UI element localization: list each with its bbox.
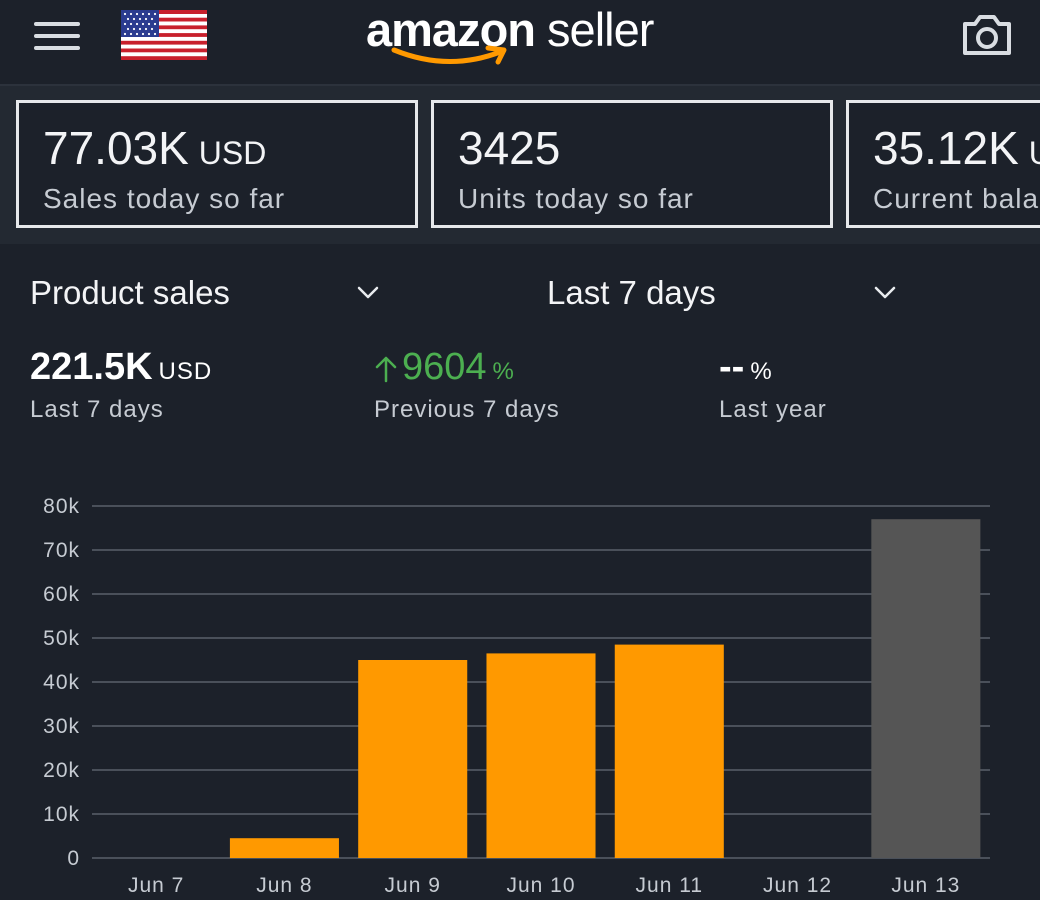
bar-jun-9 xyxy=(358,660,468,858)
x-tick-label: Jun 9 xyxy=(385,874,441,897)
y-tick-label: 10k xyxy=(43,803,80,826)
kpi-value: 35.12K xyxy=(873,122,1019,174)
stat-last-7-days: 221.5K USD Last 7 days xyxy=(30,342,350,432)
y-tick-label: 0 xyxy=(67,847,80,870)
chevron-down-icon xyxy=(357,286,379,299)
date-range-dropdown-label: Last 7 days xyxy=(547,274,716,311)
kpi-value: 3425 xyxy=(458,122,561,174)
x-tick-label: Jun 10 xyxy=(506,874,575,897)
x-tick-label: Jun 7 xyxy=(128,874,184,897)
amazon-smile-icon xyxy=(391,45,507,65)
kpi-unit: USD xyxy=(198,135,267,171)
stat-unit: % xyxy=(492,358,515,385)
brand-name-bold: amazon xyxy=(366,3,536,56)
kpi-unit: USD xyxy=(1029,135,1040,171)
y-tick-label: 70k xyxy=(43,539,80,562)
kpi-card-balance[interactable]: 35.12K USD Current bala xyxy=(846,100,1040,228)
stat-value: -- xyxy=(719,346,745,388)
bar-jun-11 xyxy=(614,644,724,858)
kpi-label: Units today so far xyxy=(458,183,694,214)
y-tick-label: 50k xyxy=(43,627,80,650)
metric-dropdown[interactable]: Product sales xyxy=(30,270,390,320)
x-tick-label: Jun 13 xyxy=(891,874,960,897)
hamburger-icon[interactable] xyxy=(34,18,82,54)
stat-label: Last 7 days xyxy=(30,396,164,423)
bar-jun-8 xyxy=(229,838,339,858)
amazon-seller-logo: amazon seller xyxy=(366,2,686,72)
stat-unit: USD xyxy=(158,358,213,385)
us-flag-icon[interactable] xyxy=(121,10,207,60)
arrow-up-icon xyxy=(375,356,397,383)
y-tick-label: 60k xyxy=(43,583,80,606)
top-bar: amazon seller xyxy=(0,0,1040,86)
kpi-card-units[interactable]: 3425 Units today so far xyxy=(431,100,833,228)
bar-jun-13 xyxy=(871,519,981,858)
stat-label: Previous 7 days xyxy=(374,396,560,423)
y-tick-label: 30k xyxy=(43,715,80,738)
bar-jun-10 xyxy=(486,653,596,858)
metric-dropdown-label: Product sales xyxy=(30,274,230,311)
chevron-down-icon xyxy=(874,286,896,299)
stat-value: 9604 xyxy=(402,346,487,388)
x-tick-label: Jun 8 xyxy=(256,874,312,897)
product-sales-chart: 0 10k 20k 30k 40k 50k 60k 70k 80k Jun 7 Jun 8 Jun 9… xyxy=(0,470,1040,900)
kpi-carousel[interactable]: 77.03K USD Sales today so far 3425 Units … xyxy=(0,86,1040,244)
bar-chart-svg: 0 10k 20k 30k 40k 50k 60k 70k 80k Jun 7 Jun 8 Jun 9… xyxy=(43,495,990,897)
camera-icon[interactable] xyxy=(959,10,1015,58)
y-tick-label: 40k xyxy=(43,671,80,694)
stat-label: Last year xyxy=(719,396,827,423)
stat-value: 221.5K xyxy=(30,346,153,388)
stat-last-year: --% Last year xyxy=(719,342,1019,432)
x-tick-label: Jun 11 xyxy=(636,874,704,897)
stat-unit: % xyxy=(750,358,773,385)
date-range-dropdown[interactable]: Last 7 days xyxy=(547,270,907,320)
brand-name-seller: seller xyxy=(535,3,654,56)
kpi-value: 77.03K xyxy=(43,122,189,174)
x-tick-label: Jun 12 xyxy=(763,874,832,897)
kpi-label: Current bala xyxy=(873,183,1040,214)
y-tick-label: 20k xyxy=(43,759,80,782)
kpi-card-sales[interactable]: 77.03K USD Sales today so far xyxy=(16,100,418,228)
stat-previous-7-days: 9604% Previous 7 days xyxy=(374,342,694,432)
y-tick-label: 80k xyxy=(43,495,80,518)
kpi-label: Sales today so far xyxy=(43,183,286,214)
